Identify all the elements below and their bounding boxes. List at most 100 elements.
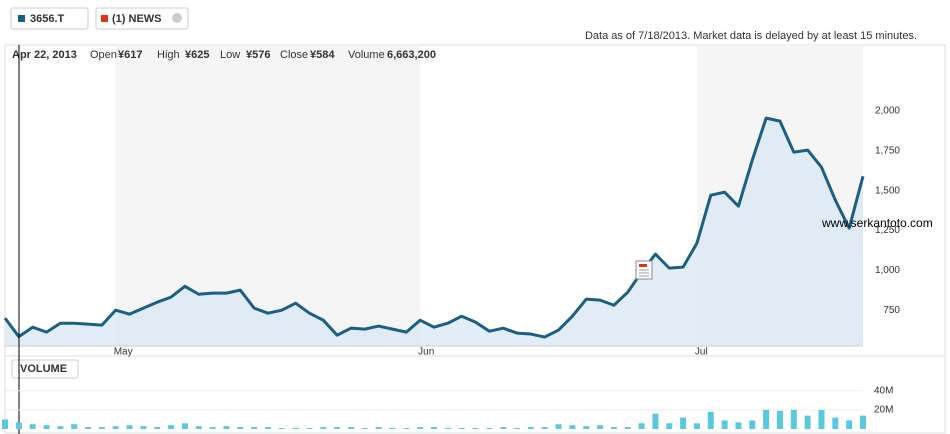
- volume-bar: [583, 426, 590, 429]
- y-tick-label: 1,000: [875, 265, 900, 276]
- y-tick-label: 20M: [874, 405, 893, 416]
- volume-bar: [597, 425, 604, 429]
- volume-bar: [472, 428, 479, 429]
- volume-bar: [860, 415, 866, 429]
- info-value: ¥584: [310, 49, 335, 61]
- volume-bar: [431, 427, 437, 429]
- volume-bar: [43, 425, 50, 429]
- volume-bar: [334, 427, 341, 429]
- volume-bar: [832, 417, 839, 429]
- info-value: ¥576: [246, 49, 270, 61]
- volume-bar: [514, 428, 521, 429]
- info-value: ¥625: [185, 49, 209, 61]
- volume-bar: [361, 428, 368, 429]
- volume-bar: [389, 428, 396, 429]
- x-tick-label: May: [114, 347, 133, 358]
- symbol-tab[interactable]: [10, 7, 89, 30]
- volume-bar: [251, 427, 258, 429]
- plot: [3, 110, 866, 346]
- volume-title: VOLUME: [20, 363, 67, 375]
- volume-bar: [98, 427, 105, 429]
- info-label: Volume: [348, 49, 385, 61]
- x-tick-label: Jun: [418, 347, 434, 358]
- y-tick-label: 1,250: [875, 225, 900, 236]
- news-tab[interactable]: [95, 7, 189, 30]
- volume-bar: [181, 423, 188, 429]
- volume-bar: [347, 427, 354, 429]
- y-tick-label: 750: [883, 305, 900, 316]
- month-band: [115, 45, 421, 346]
- volume-bar: [375, 427, 382, 429]
- volume-bar: [486, 428, 493, 429]
- volume-bar: [610, 427, 617, 429]
- volume-bar: [804, 415, 811, 429]
- volume-bar: [776, 410, 783, 429]
- volume-bar: [569, 425, 576, 429]
- y-tick-label: 1,500: [875, 185, 900, 196]
- volume-bar: [417, 427, 424, 429]
- volume-bar: [527, 427, 534, 429]
- volume-bar: [320, 427, 327, 429]
- close-icon[interactable]: [172, 13, 182, 23]
- volume-bar: [555, 424, 562, 429]
- volume-bar: [154, 427, 161, 429]
- volume-bar: [790, 409, 797, 429]
- volume-bar: [223, 426, 230, 429]
- volume-bar: [306, 428, 313, 429]
- news-swatch: [101, 15, 108, 22]
- symbol-swatch: [18, 15, 25, 22]
- volume-bar: [541, 427, 548, 429]
- volume-label-box: [11, 359, 79, 379]
- volume-bar: [15, 422, 22, 429]
- volume-bar: [2, 419, 8, 429]
- volume-bar: [278, 428, 285, 429]
- y-tick-label: 1,750: [875, 146, 900, 157]
- volume-bar: [57, 426, 64, 429]
- volume-bar: [846, 420, 853, 429]
- volume-bar: [444, 428, 451, 429]
- volume-bar: [818, 409, 825, 429]
- info-value: 6,663,200: [387, 49, 436, 61]
- volume-bar: [735, 422, 742, 429]
- price-line: [3, 116, 865, 339]
- news-icon-flag: [639, 264, 647, 267]
- volume-bar: [638, 423, 645, 429]
- volume-bar: [500, 427, 507, 429]
- news-marker[interactable]: [635, 260, 653, 280]
- volume-bar: [29, 424, 36, 429]
- volume-bar: [237, 427, 244, 429]
- price-area: [5, 118, 863, 346]
- info-label: High: [157, 49, 180, 61]
- volume-bar: [652, 413, 659, 429]
- volume-bar: [292, 428, 299, 429]
- info-date: Apr 22, 2013: [12, 49, 77, 61]
- volume-bar: [693, 423, 700, 429]
- y-tick-label: 2,000: [875, 106, 900, 117]
- volume-bar: [763, 409, 770, 429]
- chart-frame: [4, 44, 946, 434]
- volume-bar: [195, 426, 202, 429]
- volume-bar: [168, 425, 175, 429]
- volume-bar: [707, 411, 714, 429]
- volume-bar: [458, 428, 465, 429]
- info-label: Close: [280, 49, 308, 61]
- volume-bar: [85, 427, 92, 429]
- volume-bar: [624, 427, 631, 429]
- volume-bar: [140, 426, 147, 429]
- info-row: Open ¥617 High ¥625 Low ¥576 Close ¥584 Volume 6,…: [90, 49, 436, 61]
- news-label: (1) NEWS: [112, 13, 162, 25]
- volume-bar: [666, 423, 673, 429]
- volume-bar: [112, 426, 119, 429]
- volume-bar: [680, 417, 687, 429]
- volume-bar: [749, 420, 756, 429]
- y-tick-label: 40M: [874, 385, 893, 396]
- watermark: www.serkantoto.com: [821, 216, 933, 230]
- volume-bar: [403, 428, 410, 429]
- symbol-label: 3656.T: [30, 13, 65, 25]
- volume-bar: [209, 427, 216, 429]
- volume-bar: [721, 420, 728, 429]
- info-value: ¥617: [118, 49, 142, 61]
- x-tick-label: Jul: [695, 347, 708, 358]
